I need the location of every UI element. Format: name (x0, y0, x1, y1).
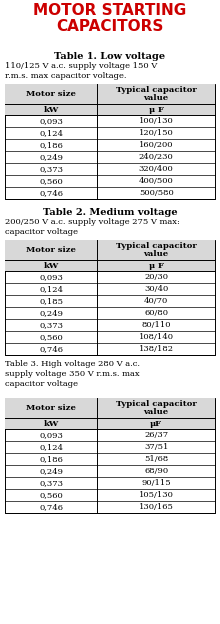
Text: 0,093: 0,093 (39, 273, 63, 281)
Text: 51/68: 51/68 (144, 455, 168, 463)
Bar (5, 104, 215, 115)
Text: 108/140: 108/140 (139, 333, 174, 341)
Text: 37/51: 37/51 (144, 443, 168, 451)
Bar (5, 240, 215, 355)
Bar (5, 418, 215, 429)
Text: μF: μF (150, 419, 162, 427)
Text: 90/115: 90/115 (141, 479, 171, 487)
Text: 30/40: 30/40 (144, 285, 168, 293)
Text: 320/400: 320/400 (139, 165, 174, 173)
Text: 0,373: 0,373 (39, 165, 63, 173)
Text: Motor size: Motor size (26, 246, 76, 254)
Text: Typical capacitor
value: Typical capacitor value (116, 85, 197, 102)
Text: 26/37: 26/37 (144, 431, 168, 439)
Text: 80/110: 80/110 (141, 321, 171, 329)
Text: 0,746: 0,746 (39, 345, 63, 353)
Text: 68/90: 68/90 (144, 467, 168, 475)
Text: 0,186: 0,186 (39, 141, 63, 149)
Text: μ F: μ F (149, 261, 164, 270)
Text: 0,186: 0,186 (39, 455, 63, 463)
Bar (5, 398, 215, 418)
Text: 240/230: 240/230 (139, 153, 174, 161)
Text: 0,560: 0,560 (39, 177, 63, 185)
Bar (5, 240, 215, 260)
Text: 0,093: 0,093 (39, 431, 63, 439)
Text: Table 2. Medium voltage: Table 2. Medium voltage (43, 208, 177, 217)
Text: Motor size: Motor size (26, 90, 76, 98)
Text: 0,560: 0,560 (39, 333, 63, 341)
Text: 0,249: 0,249 (39, 309, 63, 317)
Text: 20/30: 20/30 (144, 273, 168, 281)
Text: kW: kW (44, 105, 59, 114)
Text: 0,124: 0,124 (39, 129, 63, 137)
Text: Motor size: Motor size (26, 404, 76, 412)
Text: MOTOR STARTING
CAPACITORS: MOTOR STARTING CAPACITORS (33, 3, 187, 34)
Text: Table 1. Low voltage: Table 1. Low voltage (54, 52, 166, 61)
Text: 0,093: 0,093 (39, 117, 63, 125)
Text: Table 3. High voltage 280 V a.c.
supply voltage 350 V r.m.s. max
capacitor volta: Table 3. High voltage 280 V a.c. supply … (5, 360, 140, 388)
Text: 100/130: 100/130 (139, 117, 174, 125)
Text: 60/80: 60/80 (144, 309, 168, 317)
Text: Typical capacitor
value: Typical capacitor value (116, 241, 197, 258)
Text: 0,124: 0,124 (39, 285, 63, 293)
Text: Typical capacitor
value: Typical capacitor value (116, 399, 197, 416)
Text: 0,185: 0,185 (39, 297, 63, 305)
Text: 160/200: 160/200 (139, 141, 173, 149)
Text: 105/130: 105/130 (139, 491, 174, 499)
Text: 0,373: 0,373 (39, 321, 63, 329)
Text: μ F: μ F (149, 105, 164, 114)
Text: 0,746: 0,746 (39, 189, 63, 197)
Text: kW: kW (44, 261, 59, 270)
Text: 0,124: 0,124 (39, 443, 63, 451)
Bar (5, 84, 215, 199)
Text: 120/150: 120/150 (139, 129, 174, 137)
Text: 0,560: 0,560 (39, 491, 63, 499)
Text: 0,249: 0,249 (39, 467, 63, 475)
Text: 40/70: 40/70 (144, 297, 168, 305)
Bar (5, 84, 215, 104)
Text: 110/125 V a.c. supply voltage 150 V
r.m.s. max capacitor voltage.: 110/125 V a.c. supply voltage 150 V r.m.… (5, 62, 157, 80)
Text: 200/250 V a.c. supply voltage 275 V max:
capacitor voltage: 200/250 V a.c. supply voltage 275 V max:… (5, 218, 180, 236)
Text: 500/580: 500/580 (139, 189, 174, 197)
Text: 130/165: 130/165 (139, 503, 174, 511)
Bar (5, 398, 215, 513)
Text: 0,746: 0,746 (39, 503, 63, 511)
Text: kW: kW (44, 419, 59, 427)
Text: 138/182: 138/182 (139, 345, 174, 353)
Text: 0,249: 0,249 (39, 153, 63, 161)
Bar (5, 260, 215, 271)
Text: 400/500: 400/500 (139, 177, 174, 185)
Text: 0,373: 0,373 (39, 479, 63, 487)
